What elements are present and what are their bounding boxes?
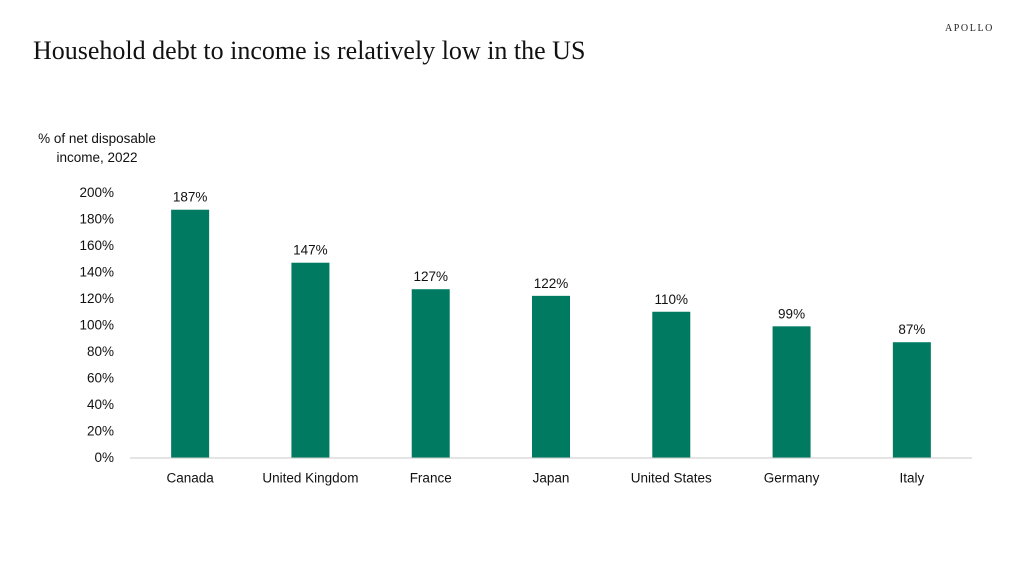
page-title: Household debt to income is relatively l…	[33, 36, 586, 65]
y-axis-ticks: 0% 20% 40% 60% 80% 100% 120% 140% 160% 180% 200%	[79, 185, 114, 465]
data-label: 187%	[173, 190, 208, 205]
data-labels: 187% 147% 127% 122% 110% 99% 87%	[173, 190, 925, 338]
data-label: 87%	[898, 322, 925, 337]
y-tick-label: 120%	[79, 291, 114, 306]
x-tick-label: United States	[631, 471, 712, 486]
bar-france	[411, 289, 450, 458]
y-axis-label-line-1: % of net disposable	[38, 131, 156, 146]
y-tick-label: 160%	[79, 238, 114, 253]
y-tick-label: 80%	[87, 344, 114, 359]
data-label: 99%	[778, 306, 805, 321]
x-tick-label: France	[410, 471, 452, 486]
bar-united-kingdom	[291, 262, 330, 458]
bar-germany	[772, 326, 811, 458]
x-tick-label: Germany	[764, 471, 820, 486]
data-label: 127%	[413, 269, 448, 284]
y-tick-label: 140%	[79, 265, 114, 280]
y-tick-label: 60%	[87, 371, 114, 386]
brand-logo: APOLLO	[944, 23, 994, 34]
y-tick-label: 100%	[79, 318, 114, 333]
data-label: 110%	[655, 292, 689, 307]
data-label: 147%	[293, 243, 328, 258]
x-tick-label: Canada	[166, 471, 214, 486]
x-tick-label: Italy	[899, 471, 924, 486]
y-tick-label: 200%	[79, 185, 114, 200]
x-axis-ticks: Canada United Kingdom France Japan United St…	[166, 471, 924, 486]
bar-italy	[892, 342, 931, 458]
y-tick-label: 0%	[94, 450, 114, 465]
bar-japan	[532, 295, 570, 458]
data-label: 122%	[534, 276, 569, 291]
y-axis-label-line-2: income, 2022	[56, 150, 138, 165]
x-tick-label: United Kingdom	[262, 471, 358, 486]
y-axis-label: % of net disposable income, 2022	[30, 129, 164, 167]
bar-series	[171, 209, 931, 458]
bar-united-states	[652, 311, 691, 458]
bar-canada	[171, 209, 210, 458]
y-tick-label: 180%	[79, 212, 114, 227]
x-tick-label: Japan	[533, 471, 570, 486]
y-tick-label: 20%	[87, 424, 114, 439]
y-tick-label: 40%	[87, 397, 114, 412]
